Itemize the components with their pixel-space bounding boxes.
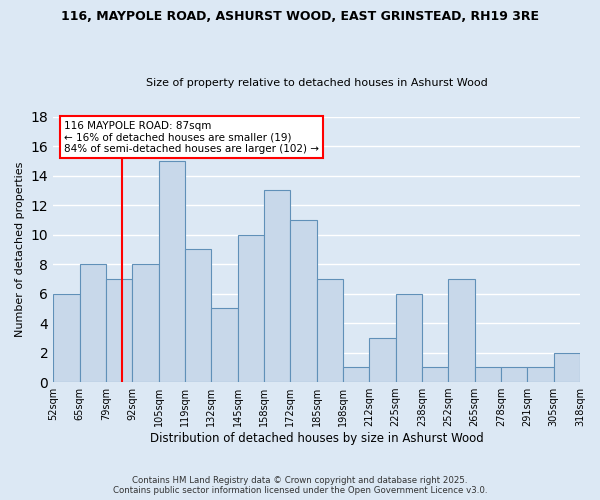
Bar (80, 264, 106, 382)
Bar (448, 279, 475, 382)
Bar (238, 234, 264, 382)
Bar (106, 279, 132, 382)
Bar (317, 279, 343, 382)
Bar (475, 368, 501, 382)
Text: 116, MAYPOLE ROAD, ASHURST WOOD, EAST GRINSTEAD, RH19 3RE: 116, MAYPOLE ROAD, ASHURST WOOD, EAST GR… (61, 10, 539, 23)
Bar (422, 368, 448, 382)
X-axis label: Distribution of detached houses by size in Ashurst Wood: Distribution of detached houses by size … (150, 432, 484, 445)
Text: 116 MAYPOLE ROAD: 87sqm
← 16% of detached houses are smaller (19)
84% of semi-de: 116 MAYPOLE ROAD: 87sqm ← 16% of detache… (64, 120, 319, 154)
Bar (395, 294, 422, 382)
Text: Contains HM Land Registry data © Crown copyright and database right 2025.
Contai: Contains HM Land Registry data © Crown c… (113, 476, 487, 495)
Title: Size of property relative to detached houses in Ashurst Wood: Size of property relative to detached ho… (146, 78, 487, 88)
Bar (132, 264, 158, 382)
Bar (501, 368, 527, 382)
Bar (527, 368, 554, 382)
Bar (53, 294, 80, 382)
Bar (554, 352, 580, 382)
Bar (343, 368, 369, 382)
Bar (264, 190, 290, 382)
Bar (290, 220, 317, 382)
Bar (211, 308, 238, 382)
Bar (369, 338, 395, 382)
Y-axis label: Number of detached properties: Number of detached properties (15, 162, 25, 337)
Bar (158, 161, 185, 382)
Bar (185, 250, 211, 382)
